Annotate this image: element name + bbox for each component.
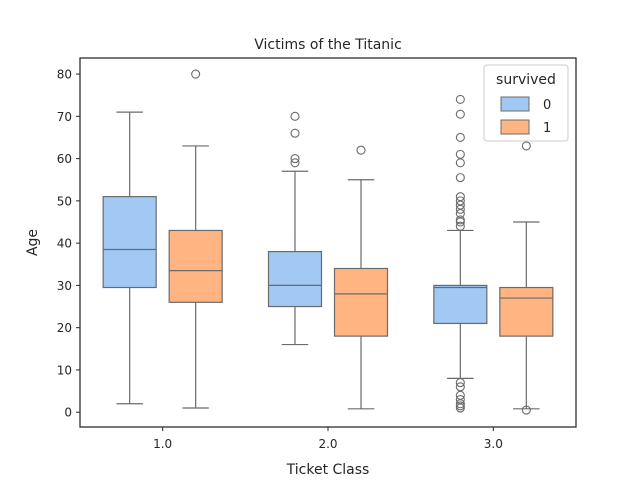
iqr-box [267, 250, 323, 308]
legend-label-0: 0 [543, 98, 551, 113]
iqr-box [433, 284, 488, 325]
axes-frame [79, 57, 577, 428]
y-tick-label: 30 [57, 279, 72, 293]
box-group-survived-1-class-2.0 [333, 145, 389, 410]
box-group-survived-1-class-1.0 [168, 69, 223, 409]
outlier-point [521, 141, 531, 151]
outlier-point [290, 158, 300, 168]
x-tick-label: 1.0 [153, 437, 172, 451]
outlier-point [521, 405, 531, 415]
y-tick-label: 80 [57, 68, 72, 82]
outlier-point [455, 378, 465, 388]
outlier-point [356, 145, 366, 155]
iqr-box [333, 267, 389, 337]
outlier-point [455, 173, 465, 183]
iqr-box [499, 286, 554, 337]
legend-label-1: 1 [543, 121, 551, 136]
outlier-point [290, 111, 300, 121]
x-tick-label: 3.0 [484, 437, 503, 451]
legend-swatch-1 [500, 119, 530, 135]
outlier-point [455, 221, 465, 231]
box-group-survived-0-class-3.0 [433, 94, 488, 413]
outlier-point [455, 109, 465, 119]
box-group-survived-0-class-1.0 [102, 111, 157, 405]
box-group-survived-0-class-2.0 [267, 111, 323, 346]
outlier-point [455, 149, 465, 159]
y-tick-label: 10 [57, 363, 72, 377]
outlier-point [290, 128, 300, 138]
outlier-point [455, 394, 465, 405]
legend-title: survived [496, 72, 556, 88]
legend-swatch-0 [500, 96, 530, 112]
x-tick-label: 2.0 [318, 437, 337, 451]
outlier-point [455, 382, 465, 392]
y-tick-label: 50 [57, 194, 72, 208]
box-group-survived-1-class-3.0 [499, 141, 554, 415]
iqr-box [102, 196, 157, 289]
outlier-point [455, 94, 465, 104]
outlier-point [455, 196, 465, 206]
x-axis-label: Ticket Class [286, 462, 370, 478]
chart-title: Victims of the Titanic [254, 37, 402, 53]
legend: survived 0 1 [483, 64, 569, 142]
outlier-point [191, 69, 201, 79]
outlier-point [455, 132, 465, 143]
y-tick-label: 70 [57, 110, 72, 124]
outlier-point [455, 192, 465, 202]
y-tick-label: 20 [57, 321, 72, 335]
y-tick-label: 60 [57, 152, 72, 166]
outlier-point [290, 154, 300, 164]
iqr-box [168, 229, 223, 303]
y-tick-label: 40 [57, 237, 72, 251]
outlier-point [455, 215, 465, 225]
y-axis-label: Age [25, 229, 41, 256]
y-tick-label: 0 [64, 406, 72, 420]
